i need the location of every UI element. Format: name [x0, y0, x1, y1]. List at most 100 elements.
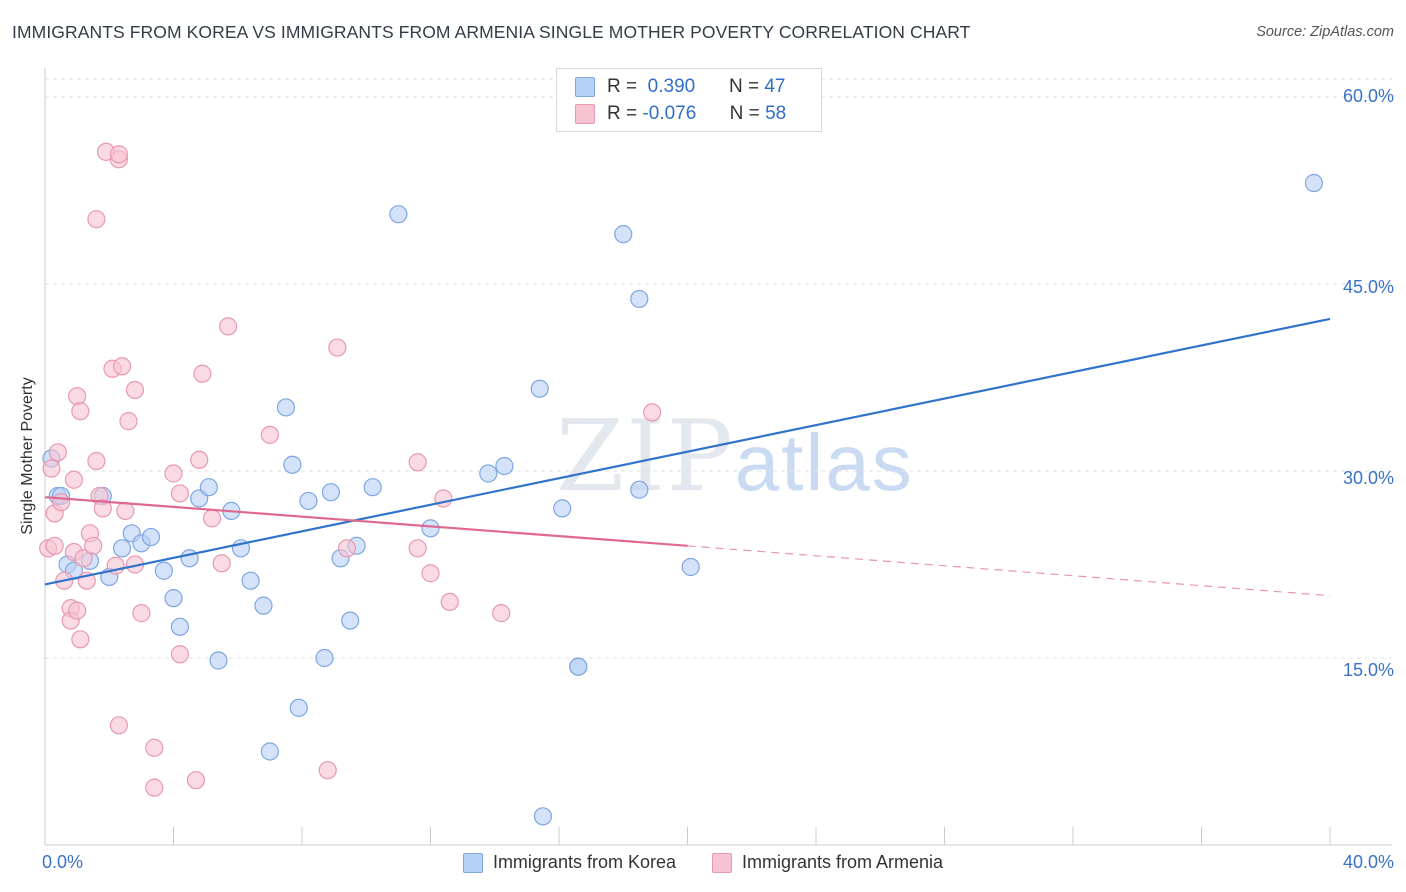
korea-point [630, 480, 649, 499]
armenia-swatch [575, 104, 595, 124]
armenia-point [492, 604, 511, 623]
korea-point [276, 398, 296, 417]
armenia-point [145, 778, 164, 797]
korea-r-label: R = [607, 76, 638, 97]
legend-armenia-label: Immigrants from Armenia [742, 852, 944, 872]
korea-point [363, 478, 382, 497]
korea-point [533, 807, 553, 826]
armenia-point [190, 450, 209, 469]
armenia-point [87, 451, 106, 471]
korea-point [341, 611, 360, 630]
armenia-point [170, 645, 190, 664]
armenia-point [42, 459, 61, 478]
y-axis-label: Single Mother Poverty [19, 377, 36, 535]
stats-row-korea: R = 0.390 N = 47 [575, 73, 785, 101]
armenia-point [68, 387, 87, 406]
korea-point [141, 527, 161, 547]
korea-point [530, 379, 549, 398]
korea-point [283, 455, 302, 474]
korea-point [260, 742, 279, 761]
korea-r-value: 0.390 [647, 76, 696, 97]
armenia-r-label: R = [607, 103, 638, 124]
korea-point [315, 648, 334, 668]
korea-trend-line [44, 317, 1331, 586]
korea-point [389, 205, 408, 224]
korea-n-value: 47 [764, 76, 786, 97]
armenia-point [219, 317, 238, 336]
armenia-point [48, 443, 67, 462]
armenia-point [84, 536, 103, 555]
y-tick-label-60: 60.0% [1342, 86, 1394, 106]
korea-point [630, 289, 649, 309]
y-tick-label-45: 45.0% [1342, 277, 1394, 297]
armenia-point [440, 592, 459, 612]
armenia-point [119, 412, 138, 431]
source-note: Source: ZipAtlas.com [1256, 24, 1394, 40]
armenia-point [145, 738, 164, 757]
armenia-point [87, 210, 106, 229]
armenia-point [93, 499, 112, 518]
legend-armenia-swatch [712, 852, 732, 873]
armenia-point [328, 338, 347, 357]
armenia-point [45, 536, 64, 555]
korea-n-label: N = [728, 76, 760, 97]
armenia-point [643, 403, 662, 422]
korea-point [299, 491, 318, 511]
armenia-point [64, 470, 84, 489]
stats-box: R = 0.390 N = 47 R = -0.076 N = 58 [556, 68, 822, 132]
korea-point [321, 483, 341, 502]
armenia-point [318, 761, 337, 780]
armenia-point [71, 630, 90, 649]
y-tick-label-30: 30.0% [1342, 468, 1394, 488]
armenia-point [408, 453, 427, 472]
armenia-point [68, 601, 87, 620]
korea-point [1304, 173, 1324, 193]
x-tick-label-min: 0.0% [42, 852, 84, 872]
armenia-point [193, 364, 212, 383]
korea-point [164, 589, 183, 608]
armenia-point [74, 549, 93, 568]
armenia-point [408, 539, 427, 558]
armenia-point [164, 464, 183, 483]
armenia-point [109, 145, 128, 164]
armenia-trend-line [44, 496, 688, 547]
korea-point [199, 478, 218, 497]
legend-item-armenia[interactable]: Immigrants from Armenia [712, 852, 943, 873]
korea-point [289, 698, 308, 717]
armenia-point [186, 771, 206, 790]
korea-swatch [575, 77, 595, 97]
chart-title: IMMIGRANTS FROM KOREA VS IMMIGRANTS FROM… [12, 22, 971, 42]
armenia-n-label: N = [729, 103, 760, 124]
korea-point [553, 499, 572, 518]
korea-point [681, 557, 700, 577]
korea-point [154, 561, 173, 580]
korea-point [479, 464, 498, 483]
armenia-point [112, 357, 132, 376]
armenia-point [125, 380, 145, 400]
stats-row-armenia: R = -0.076 N = 58 [575, 100, 786, 128]
armenia-point [212, 554, 231, 573]
korea-point [112, 539, 132, 558]
korea-point [421, 519, 440, 538]
korea-point [495, 456, 514, 476]
watermark-atlas: atlas [734, 418, 914, 507]
legend: Immigrants from Korea Immigrants from Ar… [0, 852, 1406, 873]
korea-point [209, 651, 228, 670]
armenia-point [71, 402, 90, 421]
korea-point [241, 571, 260, 590]
legend-item-korea[interactable]: Immigrants from Korea [462, 852, 676, 873]
armenia-point [132, 604, 151, 623]
armenia-point [421, 564, 440, 583]
korea-point [614, 225, 633, 244]
armenia-r-value: -0.076 [642, 103, 697, 124]
armenia-point [116, 501, 135, 520]
armenia-point [260, 425, 279, 444]
armenia-trend-extension [687, 545, 1331, 597]
armenia-point [109, 716, 128, 735]
armenia-point [202, 509, 222, 528]
armenia-n-value: 58 [765, 103, 787, 124]
korea-point [170, 617, 190, 636]
armenia-point [170, 484, 190, 503]
x-tick-label-max: 40.0% [1342, 852, 1394, 872]
